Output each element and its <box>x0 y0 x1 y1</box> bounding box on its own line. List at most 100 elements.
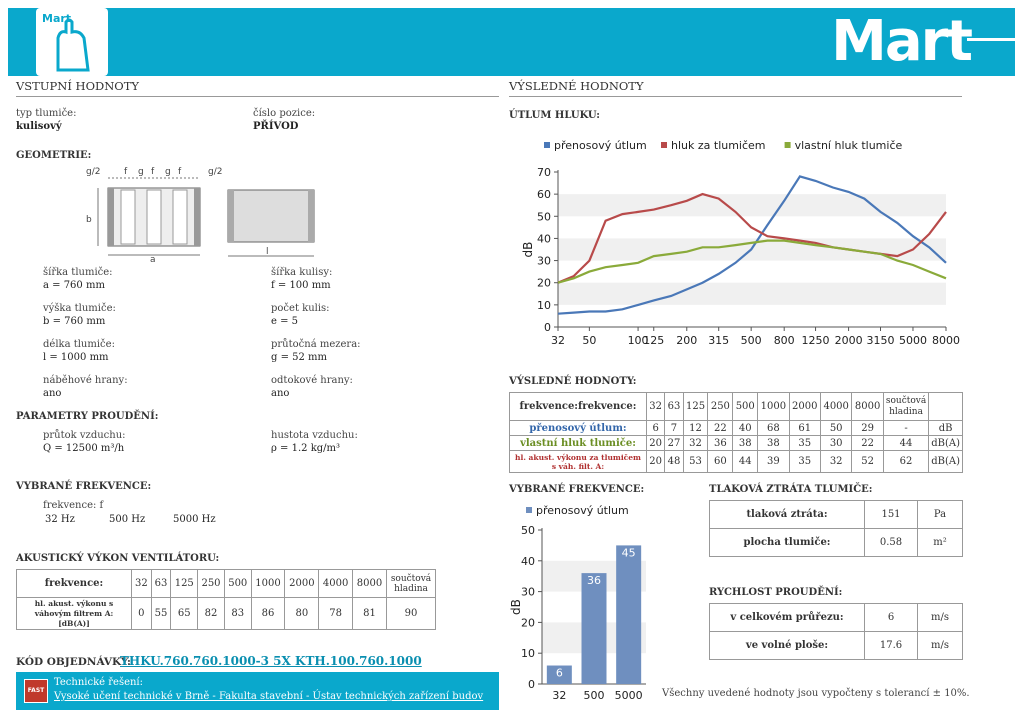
akust-title: AKUSTICKÝ VÝKON VENTILÁTORU: <box>16 553 220 564</box>
result-value: 32 <box>819 450 853 473</box>
result-value: 35 <box>788 450 821 473</box>
y-tick-label: 30 <box>537 255 551 268</box>
result-value: 12 <box>682 420 709 436</box>
order-code-link[interactable]: THKU.760.760.1000-3 5X KTH.100.760.1000 <box>120 654 422 668</box>
result-header-row: frekvence:frekvence: 32 63 125 250 500 1… <box>509 392 963 421</box>
x-tick-label: 5000 <box>899 334 927 347</box>
akust-freq: 1000 <box>250 569 286 598</box>
akust-value: 78 <box>318 597 354 630</box>
result-value: 50 <box>819 420 853 436</box>
result-value: 29 <box>851 420 884 436</box>
x-tick-label: 8000 <box>932 334 960 347</box>
footer-institution-link[interactable]: Vysoké učení technické v Brně - Fakulta … <box>54 691 484 702</box>
velocity-value: 17.6 <box>864 631 918 660</box>
bar-data-label: 6 <box>556 667 563 680</box>
result-value: 60 <box>707 450 734 473</box>
legend-label: přenosový útlum <box>554 139 647 152</box>
result-value: 39 <box>757 450 790 473</box>
hustota-value: ρ = 1.2 kg/m³ <box>271 443 341 454</box>
nabeh-label: náběhové hrany: <box>43 375 128 386</box>
dim-f3: f <box>178 167 182 177</box>
y-tick-label: 20 <box>537 277 551 290</box>
y-tick-label: 30 <box>521 586 535 599</box>
akust-value: 80 <box>284 597 320 630</box>
pressure-value: 151 <box>864 500 918 529</box>
velocity-label: v celkovém průřezu: <box>709 603 865 632</box>
sirka-label: šířka tlumiče: <box>43 267 113 278</box>
result-value: 22 <box>851 435 884 451</box>
typ-label: typ tlumiče: <box>16 108 77 119</box>
result-freq: 2000 <box>788 392 821 421</box>
frekvence-value-3: 5000 Hz <box>173 514 216 525</box>
akust-freq: 125 <box>170 569 199 598</box>
brand-bar <box>967 38 1015 41</box>
akust-row-label: hl. akust. výkonu s váhovým filtrem A: [… <box>16 597 132 630</box>
result-value: 48 <box>664 450 684 473</box>
x-tick-label: 1250 <box>802 334 830 347</box>
akust-header-row: frekvence: 32 63 125 250 500 1000 2000 4… <box>16 569 436 598</box>
x-tick-label: 315 <box>708 334 729 347</box>
result-unit: dB(A) <box>928 435 963 451</box>
akust-freq: 63 <box>150 569 172 598</box>
legend-label: hluk za tlumičem <box>671 139 766 152</box>
legend-label: přenosový útlum <box>536 504 629 517</box>
mezera-value: g = 52 mm <box>271 352 328 363</box>
x-tick-label: 100 <box>628 334 649 347</box>
result-sum: 62 <box>882 450 930 473</box>
y-tick-label: 20 <box>521 616 535 629</box>
result-freq: 500 <box>732 392 759 421</box>
series-line <box>557 175 947 315</box>
pressure-row: tlaková ztráta: 151 Pa <box>709 500 963 529</box>
series-line <box>557 239 947 284</box>
dim-a: a <box>150 255 156 265</box>
fast-logo: FAST <box>24 679 48 703</box>
result-table: frekvence:frekvence: 32 63 125 250 500 1… <box>509 392 963 473</box>
velocity-unit: m/s <box>917 603 963 632</box>
sirka-kulisy-value: f = 100 mm <box>271 280 331 291</box>
result-value: 22 <box>707 420 734 436</box>
results-section-title: VÝSLEDNÉ HODNOTY <box>509 79 644 93</box>
velocity-unit: m/s <box>917 631 963 660</box>
bar-data-label: 36 <box>587 574 601 587</box>
pozice-value: PŘÍVOD <box>253 121 299 132</box>
hand-logo-icon <box>56 18 90 72</box>
x-tick-label: 500 <box>584 689 605 702</box>
result-value: 7 <box>664 420 684 436</box>
brand-name: Mart <box>831 9 973 74</box>
akust-freq: 500 <box>223 569 252 598</box>
result-value: 38 <box>757 435 790 451</box>
vybrane-title: VYBRANÉ FREKVENCE: <box>509 484 645 495</box>
frekvence-value-2: 500 Hz <box>109 514 146 525</box>
akust-sum-label: součtová hladina <box>386 569 436 598</box>
x-tick-label: 500 <box>741 334 762 347</box>
footer-line1: Technické řešení: <box>54 677 144 688</box>
y-tick-label: 0 <box>528 678 535 691</box>
x-tick-label: 3150 <box>867 334 895 347</box>
result-value: 40 <box>732 420 759 436</box>
akust-freq: 32 <box>131 569 152 598</box>
result-freq: 32 <box>645 392 666 421</box>
bar-data-label: 45 <box>622 546 636 559</box>
result-row-hluk: hl. akust. výkonu za tlumičem s váh. fil… <box>509 450 963 473</box>
akust-table: frekvence: 32 63 125 250 500 1000 2000 4… <box>16 569 436 630</box>
akust-value: 83 <box>223 597 252 630</box>
bar <box>616 545 642 684</box>
result-head-label: frekvence:frekvence: <box>509 392 647 421</box>
dim-g1: g <box>138 167 144 177</box>
vysledne-title: VÝSLEDNÉ HODNOTY: <box>509 376 637 387</box>
akust-freq: 250 <box>197 569 225 598</box>
y-tick-label: 60 <box>537 188 551 201</box>
result-sum: 44 <box>882 435 930 451</box>
result-value: 44 <box>732 450 759 473</box>
logo-text: Mart <box>42 12 72 25</box>
delka-value: l = 1000 mm <box>43 352 109 363</box>
odtok-value: ano <box>271 388 290 399</box>
result-value: 61 <box>788 420 821 436</box>
result-value: 36 <box>707 435 734 451</box>
frekvence-value-1: 32 Hz <box>45 514 75 525</box>
result-unit: dB <box>928 420 963 436</box>
divider <box>509 96 962 97</box>
result-freq: 63 <box>664 392 684 421</box>
akust-value: 82 <box>197 597 225 630</box>
result-value: 38 <box>732 435 759 451</box>
